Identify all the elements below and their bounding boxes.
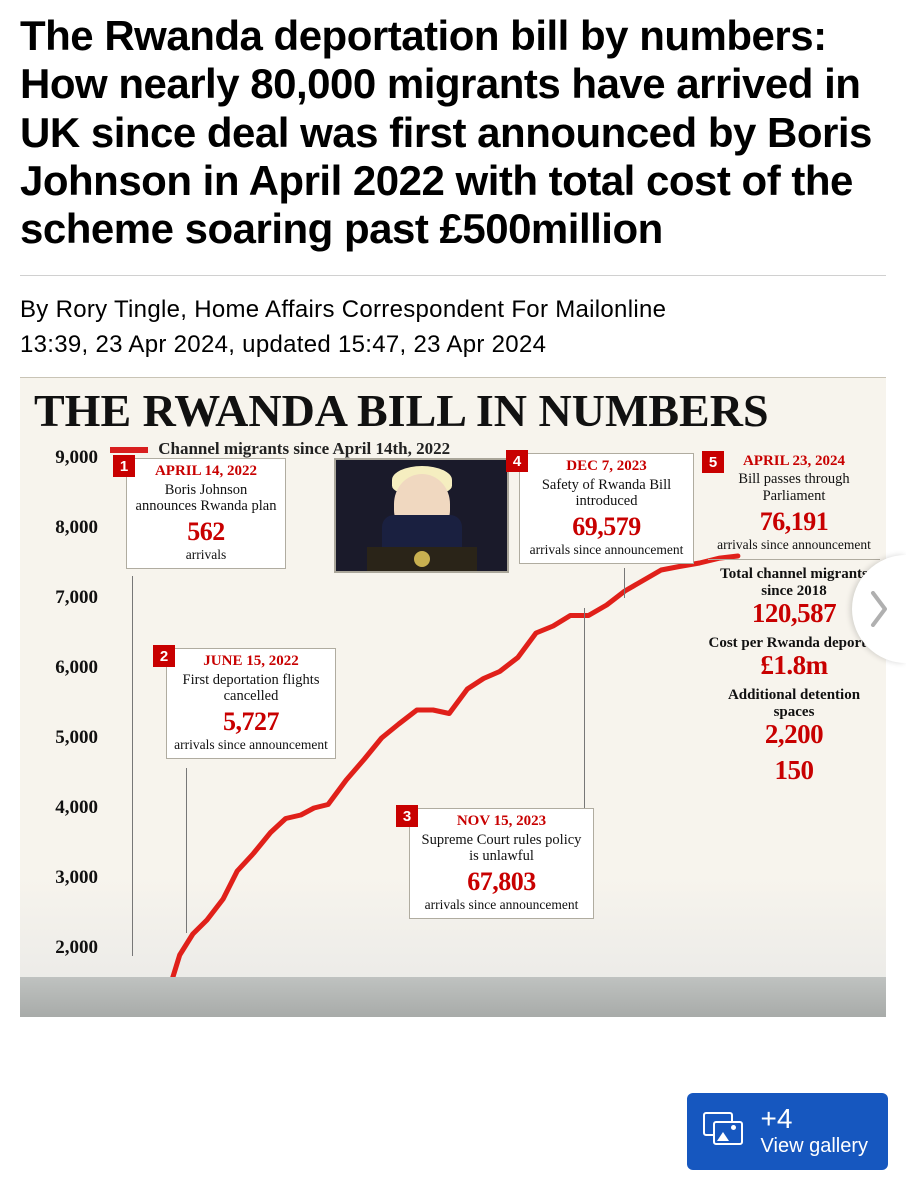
event-desc: Boris Johnson announces Rwanda plan [133,482,279,515]
photo-inset [334,458,509,573]
event-date: JUNE 15, 2022 [173,653,329,670]
gallery-icon [703,1112,747,1148]
sea-bg [20,977,886,1017]
event-desc: Supreme Court rules policy is unlawful [416,832,587,865]
timestamp: 13:39, 23 Apr 2024, updated 15:47, 23 Ap… [20,329,886,361]
chart-area: 9,0008,0007,0006,0005,0004,0003,0002,000… [30,458,750,1017]
event-badge: 2 [153,645,175,667]
event-badge: 3 [396,805,418,827]
pointer-line [186,768,187,933]
event-desc: Safety of Rwanda Bill introduced [526,477,687,510]
event-date: DEC 7, 2023 [526,458,687,475]
y-tick-label: 2,000 [55,937,98,959]
stat-value: 150 [708,756,880,786]
stat-block: 150 [708,756,880,786]
event-number: 69,579 [526,512,687,542]
y-tick-label: 7,000 [55,587,98,609]
event-badge: 4 [506,450,528,472]
event-box-1: 1APRIL 14, 2022Boris Johnson announces R… [126,458,286,569]
y-tick-label: 8,000 [55,517,98,539]
chevron-right-icon [869,591,889,627]
stat-value: £1.8m [708,651,880,681]
event-sub: arrivals [133,547,279,563]
event-sub: arrivals since announcement [526,542,687,558]
event-badge: 1 [113,455,135,477]
event-desc: First deportation flights cancelled [173,672,329,705]
stat-block: Cost per Rwanda deportee£1.8m [708,635,880,681]
photo-podium [367,547,477,571]
event-sub: arrivals since announcement [173,737,329,753]
article-body: The Rwanda deportation bill by numbers: … [0,0,906,1017]
legend-text: Channel migrants since April 14th, 2022 [158,439,450,458]
y-tick-label: 3,000 [55,867,98,889]
event-number: 76,191 [708,507,880,537]
y-tick-label: 4,000 [55,797,98,819]
photo-crest [414,551,430,567]
divider [20,275,886,276]
gallery-text: +4 View gallery [761,1103,868,1158]
infographic[interactable]: THE RWANDA BILL IN NUMBERS Channel migra… [20,377,886,1017]
byline: By Rory Tingle, Home Affairs Corresponde… [20,294,886,326]
event-box-4: 4DEC 7, 2023Safety of Rwanda Bill introd… [519,453,694,564]
event-date: NOV 15, 2023 [416,813,587,830]
infographic-title: THE RWANDA BILL IN NUMBERS [20,378,886,437]
y-axis: 9,0008,0007,0006,0005,0004,0003,0002,000 [30,458,98,1017]
stat-block: Additional detention spaces2,200 [708,687,880,750]
event-sub: arrivals since announcement [416,897,587,913]
y-tick-label: 5,000 [55,727,98,749]
y-tick-label: 9,000 [55,447,98,469]
event-sub: arrivals since announcement [708,537,880,553]
pointer-line [132,576,133,956]
pointer-line [584,608,585,808]
article-headline: The Rwanda deportation bill by numbers: … [20,12,886,253]
event-date: APRIL 23, 2024 [708,453,880,470]
view-gallery-button[interactable]: +4 View gallery [687,1093,888,1170]
stat-label: Cost per Rwanda deportee [708,635,880,652]
event-box-5: 5 APRIL 23, 2024 Bill passes through Par… [708,453,880,560]
event-number: 67,803 [416,867,587,897]
y-tick-label: 6,000 [55,657,98,679]
pointer-line [624,568,625,598]
gallery-label: View gallery [761,1135,868,1158]
legend-swatch [110,447,148,453]
event-desc: Bill passes through Parliament [708,471,880,505]
plot-area: 1APRIL 14, 2022 Boris Johnson announces R… [104,458,750,1017]
event-number: 562 [133,517,279,547]
stat-label: Additional detention spaces [708,687,880,720]
event-badge-5: 5 [702,451,724,473]
event-number: 5,727 [173,707,329,737]
event-box-2: 2JUNE 15, 2022First deportation flights … [166,648,336,759]
gallery-count: +4 [761,1103,868,1135]
event-date: APRIL 14, 2022 [133,463,279,480]
stat-value: 2,200 [708,720,880,750]
event-box-3: 3NOV 15, 2023Supreme Court rules policy … [409,808,594,919]
